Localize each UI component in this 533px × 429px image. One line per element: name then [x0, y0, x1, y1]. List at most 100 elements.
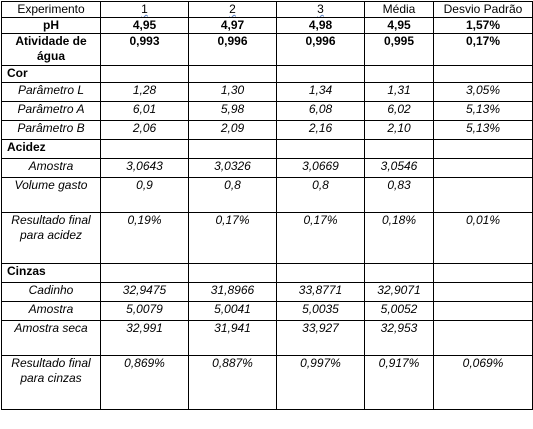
- value-cell: 5,0035: [276, 301, 365, 321]
- row-label: Amostra: [1, 158, 101, 178]
- value-cell: [433, 301, 533, 321]
- value-cell: 32,991: [100, 320, 189, 356]
- header-row: Experimento 1 2 3 Média Desvio Padrão: [1, 1, 533, 18]
- value-cell: 0,887%: [188, 355, 277, 410]
- empty-cell: [276, 65, 365, 83]
- value-cell: 6,02: [364, 101, 434, 121]
- value-cell: 31,8966: [188, 282, 277, 302]
- row-label: Amostra seca: [1, 320, 101, 356]
- value-cell: 4,97: [188, 17, 277, 34]
- row-label: Parâmetro L: [1, 82, 101, 102]
- header-media: Média: [364, 1, 434, 18]
- value-cell: 5,0041: [188, 301, 277, 321]
- empty-cell: [364, 65, 434, 83]
- value-cell: 6,08: [276, 101, 365, 121]
- empty-cell: [188, 139, 277, 159]
- value-cell: 3,0326: [188, 158, 277, 178]
- table-row: pH 4,95 4,97 4,98 4,95 1,57%: [1, 17, 533, 34]
- empty-cell: [276, 139, 365, 159]
- table-row: Cadinho 32,9475 31,8966 33,8771 32,9071: [1, 282, 533, 302]
- results-table: Experimento 1 2 3 Média Desvio Padrão pH…: [1, 1, 533, 410]
- empty-cell: [276, 263, 365, 283]
- value-cell: 3,05%: [433, 82, 533, 102]
- table-row: Amostra seca 32,991 31,941 33,927 32,953: [1, 320, 533, 356]
- value-cell: 0,869%: [100, 355, 189, 410]
- value-cell: 1,30: [188, 82, 277, 102]
- value-cell: 4,98: [276, 17, 365, 34]
- row-label: Resultado final para cinzas: [1, 355, 101, 410]
- empty-cell: [433, 65, 533, 83]
- header-exp-3-text: 3: [317, 2, 324, 17]
- value-cell: 6,01: [100, 101, 189, 121]
- table-row: Parâmetro B 2,06 2,09 2,16 2,10 5,13%: [1, 120, 533, 140]
- row-label: Cadinho: [1, 282, 101, 302]
- value-cell: 0,17%: [276, 212, 365, 264]
- empty-cell: [100, 263, 189, 283]
- value-cell: 3,0546: [364, 158, 434, 178]
- value-cell: 5,0052: [364, 301, 434, 321]
- value-cell: 33,927: [276, 320, 365, 356]
- value-cell: 5,13%: [433, 101, 533, 121]
- section-row: Cinzas: [1, 263, 533, 283]
- value-cell: 1,31: [364, 82, 434, 102]
- table-row: Volume gasto 0,9 0,8 0,8 0,83: [1, 177, 533, 213]
- row-label: Parâmetro A: [1, 101, 101, 121]
- value-cell: 2,09: [188, 120, 277, 140]
- value-cell: 0,17%: [433, 33, 533, 66]
- value-cell: 4,95: [100, 17, 189, 34]
- row-label: Resultado final para acidez: [1, 212, 101, 264]
- empty-cell: [100, 139, 189, 159]
- header-exp-3: 3: [276, 1, 365, 18]
- empty-cell: [364, 263, 434, 283]
- header-exp-1-text: 1: [141, 2, 148, 17]
- section-row: Cor: [1, 65, 533, 83]
- value-cell: 0,996: [188, 33, 277, 66]
- empty-cell: [188, 65, 277, 83]
- value-cell: [433, 158, 533, 178]
- section-label: Cor: [1, 65, 101, 83]
- value-cell: [433, 282, 533, 302]
- value-cell: 31,941: [188, 320, 277, 356]
- value-cell: 33,8771: [276, 282, 365, 302]
- value-cell: 0,993: [100, 33, 189, 66]
- row-label: Atividade de água: [1, 33, 101, 66]
- value-cell: 0,8: [188, 177, 277, 213]
- value-cell: 0,17%: [188, 212, 277, 264]
- value-cell: 0,997%: [276, 355, 365, 410]
- value-cell: 0,996: [276, 33, 365, 66]
- section-row: Acidez: [1, 139, 533, 159]
- value-cell: 3,0669: [276, 158, 365, 178]
- value-cell: 4,95: [364, 17, 434, 34]
- value-cell: 5,98: [188, 101, 277, 121]
- value-cell: 0,83: [364, 177, 434, 213]
- section-label: Cinzas: [1, 263, 101, 283]
- value-cell: 5,0079: [100, 301, 189, 321]
- empty-cell: [364, 139, 434, 159]
- header-exp-2-text: 2: [229, 2, 236, 17]
- value-cell: 0,8: [276, 177, 365, 213]
- header-exp-2: 2: [188, 1, 277, 18]
- value-cell: 0,18%: [364, 212, 434, 264]
- table-body: Experimento 1 2 3 Média Desvio Padrão pH…: [1, 1, 533, 410]
- value-cell: 2,06: [100, 120, 189, 140]
- row-label: Amostra: [1, 301, 101, 321]
- table-row: Parâmetro L 1,28 1,30 1,34 1,31 3,05%: [1, 82, 533, 102]
- empty-cell: [433, 139, 533, 159]
- empty-cell: [188, 263, 277, 283]
- table-row: Amostra 5,0079 5,0041 5,0035 5,0052: [1, 301, 533, 321]
- value-cell: 1,57%: [433, 17, 533, 34]
- value-cell: 0,9: [100, 177, 189, 213]
- header-exp-1: 1: [100, 1, 189, 18]
- value-cell: 0,069%: [433, 355, 533, 410]
- row-label: Volume gasto: [1, 177, 101, 213]
- value-cell: [433, 177, 533, 213]
- row-label: pH: [1, 17, 101, 34]
- row-label: Parâmetro B: [1, 120, 101, 140]
- value-cell: 2,16: [276, 120, 365, 140]
- section-label: Acidez: [1, 139, 101, 159]
- value-cell: 0,01%: [433, 212, 533, 264]
- value-cell: 3,0643: [100, 158, 189, 178]
- value-cell: [433, 320, 533, 356]
- table-row: Resultado final para cinzas 0,869% 0,887% 0…: [1, 355, 533, 410]
- value-cell: 2,10: [364, 120, 434, 140]
